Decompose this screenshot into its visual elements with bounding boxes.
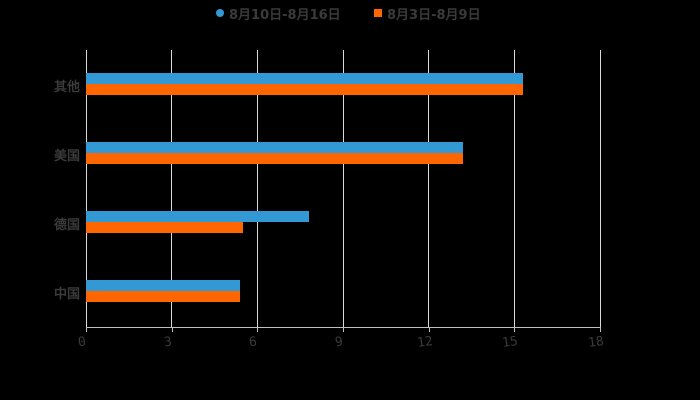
bar-series-1[interactable]	[86, 142, 463, 153]
category-label: 德国	[53, 218, 80, 233]
legend-label: 8月10日-8月16日	[229, 7, 341, 23]
bar-series-2[interactable]	[86, 153, 463, 164]
x-tick	[600, 327, 601, 332]
x-tick-label: 0	[77, 334, 87, 351]
x-tick-label: 6	[248, 334, 258, 351]
x-tick	[429, 327, 430, 332]
x-tick	[257, 327, 258, 332]
bar-series-1[interactable]	[86, 280, 240, 291]
legend-label: 8月3日-8月9日	[387, 7, 481, 23]
gridline	[428, 50, 429, 327]
x-tick-label: 15	[501, 333, 519, 352]
x-tick	[86, 327, 87, 332]
chart-legend: 8月10日-8月16日 8月3日-8月9日	[0, 4, 700, 23]
bar-series-2[interactable]	[86, 222, 243, 233]
legend-item-series-2[interactable]: 8月3日-8月9日	[374, 4, 481, 23]
legend-item-series-1[interactable]: 8月10日-8月16日	[216, 4, 341, 23]
bar-series-1[interactable]	[86, 211, 309, 222]
gridline	[86, 50, 87, 327]
plot-area	[86, 50, 601, 327]
bar-series-2[interactable]	[86, 84, 523, 95]
category-label: 美国	[53, 149, 80, 164]
x-tick	[514, 327, 515, 332]
circle-marker-icon	[216, 9, 224, 17]
category-label: 其他	[53, 80, 80, 95]
x-tick-label: 9	[334, 334, 344, 351]
x-tick-label: 18	[587, 333, 605, 352]
x-tick	[172, 327, 173, 332]
gridline	[514, 50, 515, 327]
gridline	[257, 50, 258, 327]
x-tick-label: 12	[416, 333, 434, 352]
gridline	[600, 50, 601, 327]
gridline	[343, 50, 344, 327]
x-tick-label: 3	[163, 334, 173, 351]
category-label: 中国	[53, 287, 80, 302]
bar-series-2[interactable]	[86, 291, 240, 302]
bar-series-1[interactable]	[86, 73, 523, 84]
gridline	[171, 50, 172, 327]
x-tick	[343, 327, 344, 332]
square-marker-icon	[374, 9, 382, 17]
